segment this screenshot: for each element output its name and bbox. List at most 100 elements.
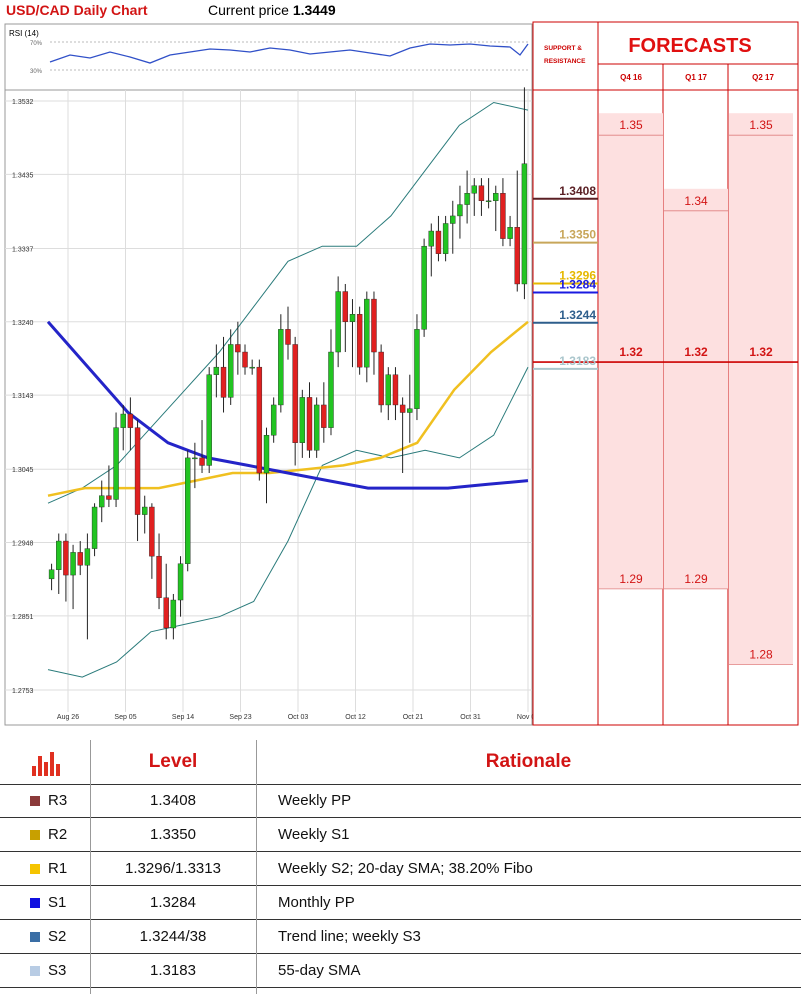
level-label: 1.3284	[559, 278, 596, 292]
rsi-tick-70: 70%	[30, 41, 43, 47]
forecast-value: 1.32	[619, 345, 643, 359]
y-tick-label: 1.3435	[12, 172, 34, 179]
candle-body	[313, 404, 320, 451]
candle-body	[199, 457, 205, 466]
level-label: 1.3296	[559, 268, 596, 282]
forecast-value: 1.35	[619, 118, 643, 132]
candle-body	[142, 506, 148, 515]
x-tick-label: Oct 12	[345, 714, 366, 721]
candle-body	[292, 344, 298, 443]
x-tick-label: Sep 05	[114, 714, 136, 721]
candle-body	[56, 540, 62, 570]
y-tick-label: 1.3143	[12, 393, 34, 400]
level-color-swatch	[30, 830, 40, 840]
level-color-swatch	[30, 932, 40, 942]
level-color-swatch	[30, 898, 40, 908]
level-color-swatch	[30, 966, 40, 976]
candle-body	[328, 351, 334, 428]
candle-body	[321, 404, 327, 428]
candle-body	[220, 366, 227, 398]
candle-body	[442, 223, 449, 254]
bar-chart-icon	[32, 752, 60, 776]
level-label: 1.3183	[559, 354, 596, 368]
bollinger-upper-line	[47, 101, 529, 504]
candle-body	[364, 298, 370, 368]
candle-body	[106, 495, 112, 500]
level-rationale: Monthly PP	[278, 894, 355, 911]
candle-body	[156, 555, 162, 598]
candle-body	[521, 163, 528, 285]
candle-body	[84, 548, 91, 566]
x-tick-label: Nov 09	[517, 714, 539, 721]
x-tick-label: Oct 21	[403, 714, 424, 721]
forecast-value: 1.29	[619, 572, 643, 586]
level-label: 1.3408	[559, 184, 596, 198]
x-axis: Aug 26 Sep 05 Sep 14 Sep 23 Oct 03 Oct 12 Oct …	[57, 714, 539, 721]
candle-body	[91, 506, 98, 549]
candle-body	[242, 351, 248, 368]
level-name: S1	[48, 894, 67, 911]
candle-body	[177, 563, 184, 601]
candlesticks	[48, 87, 528, 640]
candle-body	[485, 200, 492, 203]
chart-title: USD/CAD Daily Chart	[6, 2, 148, 18]
forecast-value: 1.35	[749, 118, 773, 132]
candle-body	[421, 245, 427, 330]
candle-body	[63, 540, 69, 576]
candle-body	[120, 413, 126, 428]
level-header: Level	[148, 751, 198, 772]
candle-body	[227, 344, 234, 398]
y-tick-label: 1.3240	[12, 320, 34, 327]
candle-body	[450, 215, 456, 224]
forecast-bars: 1.35 1.32 1.29 1.34 1.32 1.29 1.35 1.32 1.28	[533, 113, 798, 665]
level-name: R1	[48, 860, 68, 877]
candle-body	[163, 597, 169, 629]
candle-body	[256, 366, 263, 474]
bollinger-bands	[47, 101, 529, 678]
x-tick-label: Sep 14	[172, 714, 194, 721]
forecast-range-bar	[599, 113, 663, 589]
candle-body	[149, 506, 155, 557]
candle-body	[399, 404, 406, 413]
candle-body	[500, 193, 506, 239]
candle-body	[235, 344, 241, 353]
candle-body	[493, 193, 499, 202]
y-tick-label: 1.3337	[12, 246, 34, 253]
forecasts-title: FORECASTS	[628, 35, 751, 57]
bollinger-lower-line	[47, 366, 529, 678]
forecast-value: 1.29	[684, 572, 708, 586]
period-q4-16: Q4 16	[620, 73, 642, 82]
chart-area: RSI (14) 70% 30% 1.3532 1.3435 1.3337 1.324…	[4, 21, 799, 726]
level-label: 1.3244	[559, 308, 596, 322]
level-name: S3	[48, 962, 67, 979]
y-axis: 1.3532 1.3435 1.3337 1.3240 1.3143 1.3045 1.29…	[12, 99, 34, 695]
candle-body	[299, 397, 306, 443]
main-plot-frame	[4, 89, 533, 726]
x-tick-label: Oct 03	[288, 714, 309, 721]
moving-averages	[46, 320, 529, 497]
candle-body	[77, 552, 83, 566]
table-row: S2 1.3244/38 Trend line; weekly S3	[0, 920, 801, 954]
candle-body	[385, 374, 391, 406]
level-rationale: Weekly PP	[278, 792, 352, 809]
level-value: 1.3284	[150, 894, 196, 911]
level-label: 1.3350	[559, 228, 596, 242]
rsi-label: RSI (14)	[9, 29, 39, 38]
x-tick-label: Sep 23	[229, 714, 251, 721]
candle-body	[213, 366, 220, 375]
candle-body	[514, 227, 520, 285]
candle-body	[371, 298, 377, 353]
candle-body	[414, 329, 420, 409]
y-tick-label: 1.2753	[12, 688, 34, 695]
candle-body	[70, 552, 76, 576]
sma-blue-line	[46, 320, 529, 490]
candle-body	[478, 185, 485, 202]
candle-body	[263, 434, 270, 474]
forecast-value: 1.32	[684, 345, 708, 359]
candle-body	[507, 227, 513, 239]
forecast-range-bar	[664, 188, 728, 589]
table-header-row: Level Rationale	[0, 740, 801, 785]
level-name: R3	[48, 792, 68, 809]
